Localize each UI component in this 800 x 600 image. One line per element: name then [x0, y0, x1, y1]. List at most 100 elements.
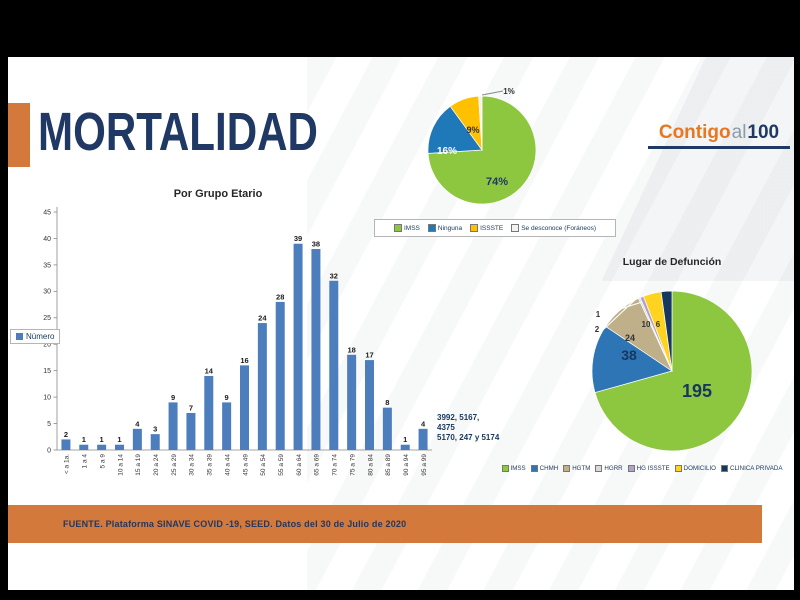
- bar: [418, 428, 428, 450]
- bar-value-label: 3: [153, 425, 157, 434]
- bar-value-label: 1: [403, 435, 407, 444]
- annotation-line: 5170, 247 y 5174: [437, 433, 500, 442]
- x-category-label: 20 a 24: [153, 454, 160, 476]
- bar: [115, 444, 124, 450]
- legend-label: CLINICA PRIVADA: [729, 465, 783, 472]
- annotation-line: 3992, 5167,: [437, 413, 480, 422]
- bar: [257, 323, 267, 450]
- bar-chart: 0 5 10 15 20 25 30 35 40 45 2 < a 1a. 1 1 a 4 1 5 a 9 1 1…: [43, 207, 432, 476]
- legend-label: IMSS: [510, 465, 526, 472]
- legend-swatch: [16, 333, 23, 340]
- bar-value-label: 4: [421, 419, 426, 428]
- pie-data-label: 9%: [466, 125, 479, 135]
- bar-value-label: 16: [240, 356, 248, 365]
- source-note: FUENTE. Plataforma SINAVE COVID -19, SEE…: [63, 519, 407, 529]
- legend-item: DOMICILIO: [674, 465, 716, 472]
- legend-swatch: [393, 224, 402, 232]
- pie-chart-place-of-death: 195 38 24 1 2 10 6: [591, 290, 753, 452]
- bar: [150, 434, 160, 450]
- x-category-label: < a 1a.: [64, 454, 71, 474]
- bar: [186, 412, 196, 450]
- y-tick-label: 30: [43, 289, 51, 296]
- y-tick-label: 15: [43, 368, 51, 375]
- bar: [365, 360, 374, 450]
- y-tick-label: 10: [43, 395, 51, 402]
- y-tick-label: 5: [47, 421, 51, 428]
- x-category-label: 35 a 39: [207, 454, 214, 476]
- x-category-label: 15 a 19: [135, 454, 142, 476]
- legend-label: Se desconoce (Foráneos): [521, 224, 597, 232]
- x-category-label: 1 a 4: [82, 454, 89, 469]
- y-tick-label: 35: [43, 262, 51, 269]
- annotation-line: 4375: [437, 423, 455, 432]
- logo-word-100: 100: [747, 122, 780, 143]
- logo-underline: [648, 145, 790, 149]
- pie-data-label: 24: [625, 333, 635, 343]
- logo-word-contigo: Contigo: [658, 122, 731, 143]
- pie-data-label: 2: [595, 325, 600, 334]
- bar: [168, 402, 178, 450]
- legend-swatch: [627, 465, 635, 472]
- legend-item: Ninguna: [427, 224, 463, 232]
- pie-data-label: 195: [682, 381, 712, 401]
- legend-swatch: [511, 224, 520, 232]
- bar: [240, 365, 249, 450]
- bar-value-label: 32: [330, 271, 338, 280]
- bar-value-label: 1: [82, 435, 86, 444]
- pie-place-title: Lugar de Defunción: [622, 256, 722, 268]
- pie-affiliation-legend: IMSS Ninguna ISSSTE Se desconoce (Foráneos): [374, 219, 616, 237]
- legend-label: HG ISSSTE: [636, 465, 670, 472]
- bar-value-label: 4: [135, 419, 140, 428]
- legend-swatch: [720, 465, 728, 472]
- bar-value-label: 1: [117, 435, 121, 444]
- chart-annotation: 3992, 5167, 4375 5170, 247 y 5174: [437, 413, 499, 443]
- bar: [222, 402, 232, 450]
- legend-item: IMSS: [393, 224, 420, 232]
- x-category-label: 40 a 44: [224, 454, 231, 476]
- bar-chart-legend: Número: [10, 329, 61, 344]
- bar: [204, 375, 214, 450]
- legend-item: IMSS: [501, 465, 526, 472]
- y-tick-label: 25: [43, 315, 51, 322]
- legend-item: HGRR: [595, 465, 623, 472]
- bar: [97, 444, 107, 450]
- x-category-label: 80 a 84: [367, 454, 374, 476]
- x-category-label: 65 a 69: [314, 454, 321, 476]
- bar-value-label: 2: [64, 430, 68, 439]
- bar: [132, 428, 142, 450]
- x-category-label: 30 a 34: [189, 454, 196, 476]
- pie-data-label: 38: [621, 347, 637, 363]
- y-tick-label: 45: [43, 209, 51, 216]
- x-category-label: 10 a 14: [117, 454, 124, 476]
- pie-slice-imss: [594, 290, 753, 452]
- legend-label: ISSSTE: [480, 224, 504, 232]
- legend-label: HGTM: [572, 465, 591, 472]
- bar: [61, 439, 71, 450]
- bar-value-label: 1: [100, 435, 104, 444]
- leader-line: [481, 90, 504, 96]
- legend-label: Ninguna: [437, 224, 463, 232]
- x-category-label: 55 a 59: [278, 454, 285, 476]
- bar-value-label: 8: [385, 398, 389, 407]
- pie-data-label: 10: [642, 320, 651, 329]
- pie-data-label: 1: [596, 310, 601, 319]
- legend-swatch: [563, 465, 571, 472]
- bar-value-label: 28: [276, 292, 284, 301]
- pie-slice-se-desconoce-for-neos-: [478, 95, 483, 151]
- bar-value-label: 9: [171, 393, 175, 402]
- legend-item: Se desconoce (Foráneos): [511, 224, 596, 232]
- pie-chart-affiliation: 74% 16% 9% 1%: [427, 87, 537, 205]
- legend-label: CHMH: [539, 465, 559, 472]
- bar-value-label: 17: [365, 351, 373, 360]
- legend-item: CHMH: [530, 465, 559, 472]
- bar-chart-title: Por Grupo Etario: [173, 188, 263, 200]
- legend-item: CLINICA PRIVADA: [720, 465, 783, 472]
- bar: [293, 243, 303, 450]
- legend-item: HGTM: [563, 465, 590, 472]
- x-category-label: 85 a 89: [385, 454, 392, 476]
- x-category-label: 5 a 9: [99, 454, 106, 469]
- legend-item: HG ISSSTE: [627, 465, 670, 472]
- x-category-label: 70 a 74: [332, 454, 339, 476]
- legend-label: HGRR: [604, 465, 623, 472]
